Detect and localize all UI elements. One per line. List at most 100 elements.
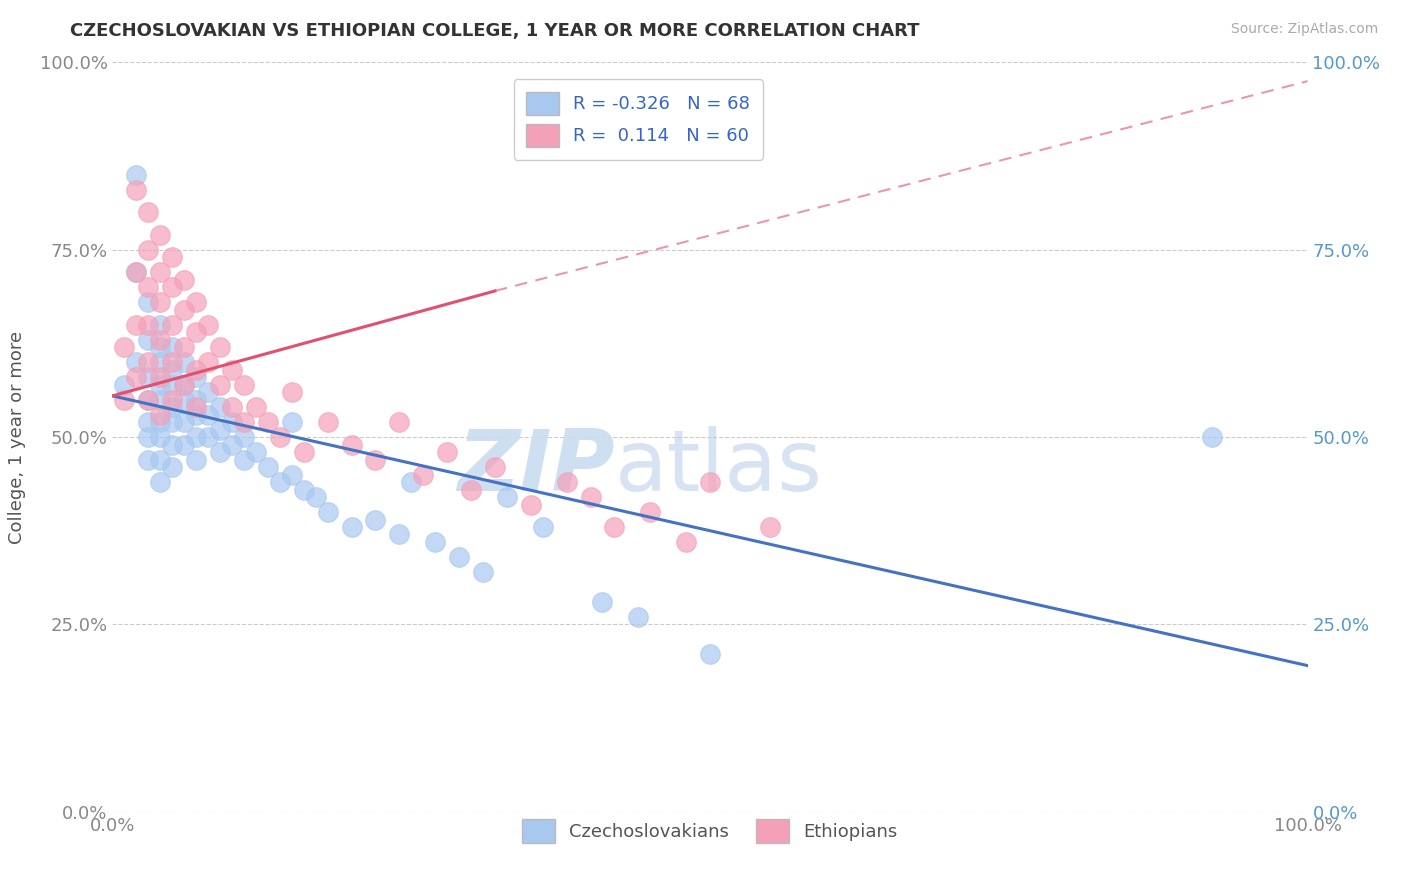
Point <box>209 377 232 392</box>
Point <box>364 452 387 467</box>
Point <box>292 483 315 497</box>
Point <box>209 445 232 459</box>
Y-axis label: College, 1 year or more: College, 1 year or more <box>7 331 25 543</box>
Legend: Czechoslovakians, Ethiopians: Czechoslovakians, Ethiopians <box>510 806 910 855</box>
Point <box>138 392 160 407</box>
Point <box>138 415 160 429</box>
Text: ZIP: ZIP <box>457 425 614 508</box>
Point <box>138 452 160 467</box>
Point <box>162 392 183 407</box>
Point <box>281 385 304 400</box>
Point <box>197 430 219 444</box>
Point <box>138 370 160 384</box>
Point <box>340 520 363 534</box>
Point <box>221 400 243 414</box>
Point <box>281 415 304 429</box>
Point <box>186 370 208 384</box>
Point <box>186 408 208 422</box>
Point <box>173 340 195 354</box>
Point <box>149 475 172 489</box>
Point <box>149 408 172 422</box>
Point <box>186 452 208 467</box>
Point <box>186 325 208 339</box>
Point <box>162 355 183 369</box>
Point <box>162 318 183 332</box>
Point <box>699 475 721 489</box>
Point <box>209 340 232 354</box>
Point <box>209 423 232 437</box>
Point <box>173 415 195 429</box>
Point <box>425 535 447 549</box>
Point <box>447 549 470 564</box>
Point <box>138 318 160 332</box>
Point <box>245 445 267 459</box>
Point <box>496 490 519 504</box>
Point <box>388 527 411 541</box>
Point <box>281 467 304 482</box>
Point <box>149 340 172 354</box>
Point <box>340 437 363 451</box>
Point <box>233 452 256 467</box>
Point <box>436 445 458 459</box>
Point <box>412 467 434 482</box>
Point <box>173 302 195 317</box>
Point <box>173 273 195 287</box>
Point <box>233 415 256 429</box>
Point <box>162 400 183 414</box>
Point <box>138 205 160 219</box>
Point <box>316 415 339 429</box>
Text: CZECHOSLOVAKIAN VS ETHIOPIAN COLLEGE, 1 YEAR OR MORE CORRELATION CHART: CZECHOSLOVAKIAN VS ETHIOPIAN COLLEGE, 1 … <box>70 22 920 40</box>
Point <box>579 490 602 504</box>
Point <box>173 437 195 451</box>
Point <box>640 505 662 519</box>
Point <box>125 265 148 279</box>
Point <box>233 377 256 392</box>
Point <box>138 333 160 347</box>
Point <box>162 280 183 294</box>
Point <box>759 520 782 534</box>
Point <box>125 183 148 197</box>
Point <box>125 168 148 182</box>
Point <box>675 535 697 549</box>
Point <box>186 362 208 376</box>
Point <box>245 400 267 414</box>
Point <box>603 520 626 534</box>
Point <box>162 415 183 429</box>
Point <box>114 392 135 407</box>
Point <box>221 362 243 376</box>
Point <box>162 460 183 475</box>
Point <box>162 362 183 376</box>
Point <box>388 415 411 429</box>
Point <box>197 385 219 400</box>
Point <box>125 265 148 279</box>
Point <box>257 460 280 475</box>
Point <box>364 512 387 526</box>
Point <box>221 437 243 451</box>
Text: Source: ZipAtlas.com: Source: ZipAtlas.com <box>1230 22 1378 37</box>
Point <box>484 460 506 475</box>
Point <box>173 377 195 392</box>
Point <box>149 370 172 384</box>
Point <box>233 430 256 444</box>
Point <box>186 400 208 414</box>
Point <box>197 318 219 332</box>
Point <box>125 318 148 332</box>
Point <box>269 475 291 489</box>
Point <box>627 610 650 624</box>
Point <box>401 475 423 489</box>
Point <box>125 370 148 384</box>
Point <box>555 475 578 489</box>
Point <box>138 355 160 369</box>
Point <box>138 243 160 257</box>
Point <box>149 333 172 347</box>
Point <box>149 355 172 369</box>
Point <box>149 265 172 279</box>
Point <box>472 565 495 579</box>
Point <box>197 408 219 422</box>
Point <box>138 295 160 310</box>
Point <box>149 377 172 392</box>
Point <box>149 227 172 242</box>
Point <box>149 318 172 332</box>
Point <box>114 377 135 392</box>
Point <box>197 355 219 369</box>
